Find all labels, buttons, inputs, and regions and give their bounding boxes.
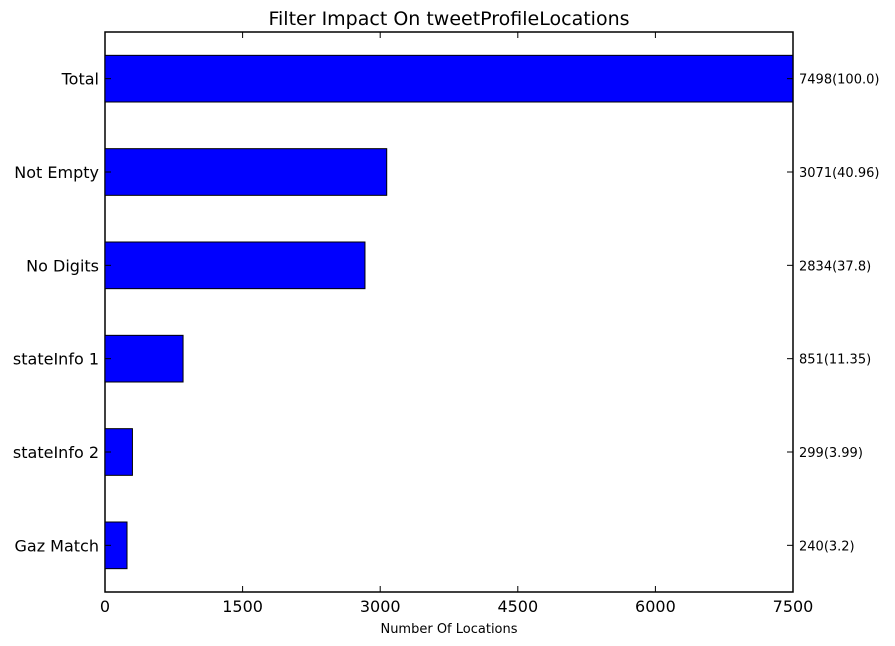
x-tick-label-2: 3000 xyxy=(360,597,401,616)
plot-frame xyxy=(104,31,794,593)
data-label-0: 7498(100.0) xyxy=(799,73,879,88)
x-tick-label-0: 0 xyxy=(100,597,110,616)
x-axis-ticks: 0 1500 3000 4500 6000 7500 xyxy=(100,32,813,616)
data-label-4: 299(3.99) xyxy=(799,446,863,461)
bar-0 xyxy=(104,54,794,103)
bar-1 xyxy=(104,148,388,196)
y-tick-label-0: Total xyxy=(61,70,99,89)
bar-2 xyxy=(104,241,366,290)
bar-3 xyxy=(104,334,184,383)
x-tick-label-1: 1500 xyxy=(222,597,263,616)
bars-layer xyxy=(104,54,794,570)
x-tick-label-3: 4500 xyxy=(497,597,538,616)
data-label-5: 240(3.2) xyxy=(799,539,855,554)
data-label-3: 851(11.35) xyxy=(799,353,871,368)
data-labels: 7498(100.0) 3071(40.96) 2834(37.8) 851(11.3… xyxy=(799,73,879,555)
y-tick-label-2: No Digits xyxy=(26,256,99,275)
y-axis-ticks: Total Not Empty No Digits stateInfo 1 stateI… xyxy=(13,70,793,555)
x-tick-label-5: 7500 xyxy=(773,597,814,616)
x-axis-title: Number Of Locations xyxy=(380,622,517,637)
x-tick-label-4: 6000 xyxy=(635,597,676,616)
data-label-1: 3071(40.96) xyxy=(799,166,879,181)
plot-area xyxy=(104,31,794,593)
y-tick-label-5: Gaz Match xyxy=(14,536,99,555)
data-label-2: 2834(37.8) xyxy=(799,259,871,274)
y-tick-label-4: stateInfo 2 xyxy=(13,443,99,462)
chart-title: Filter Impact On tweetProfileLocations xyxy=(268,8,629,30)
y-tick-label-1: Not Empty xyxy=(14,163,99,182)
y-tick-label-3: stateInfo 1 xyxy=(13,350,99,369)
